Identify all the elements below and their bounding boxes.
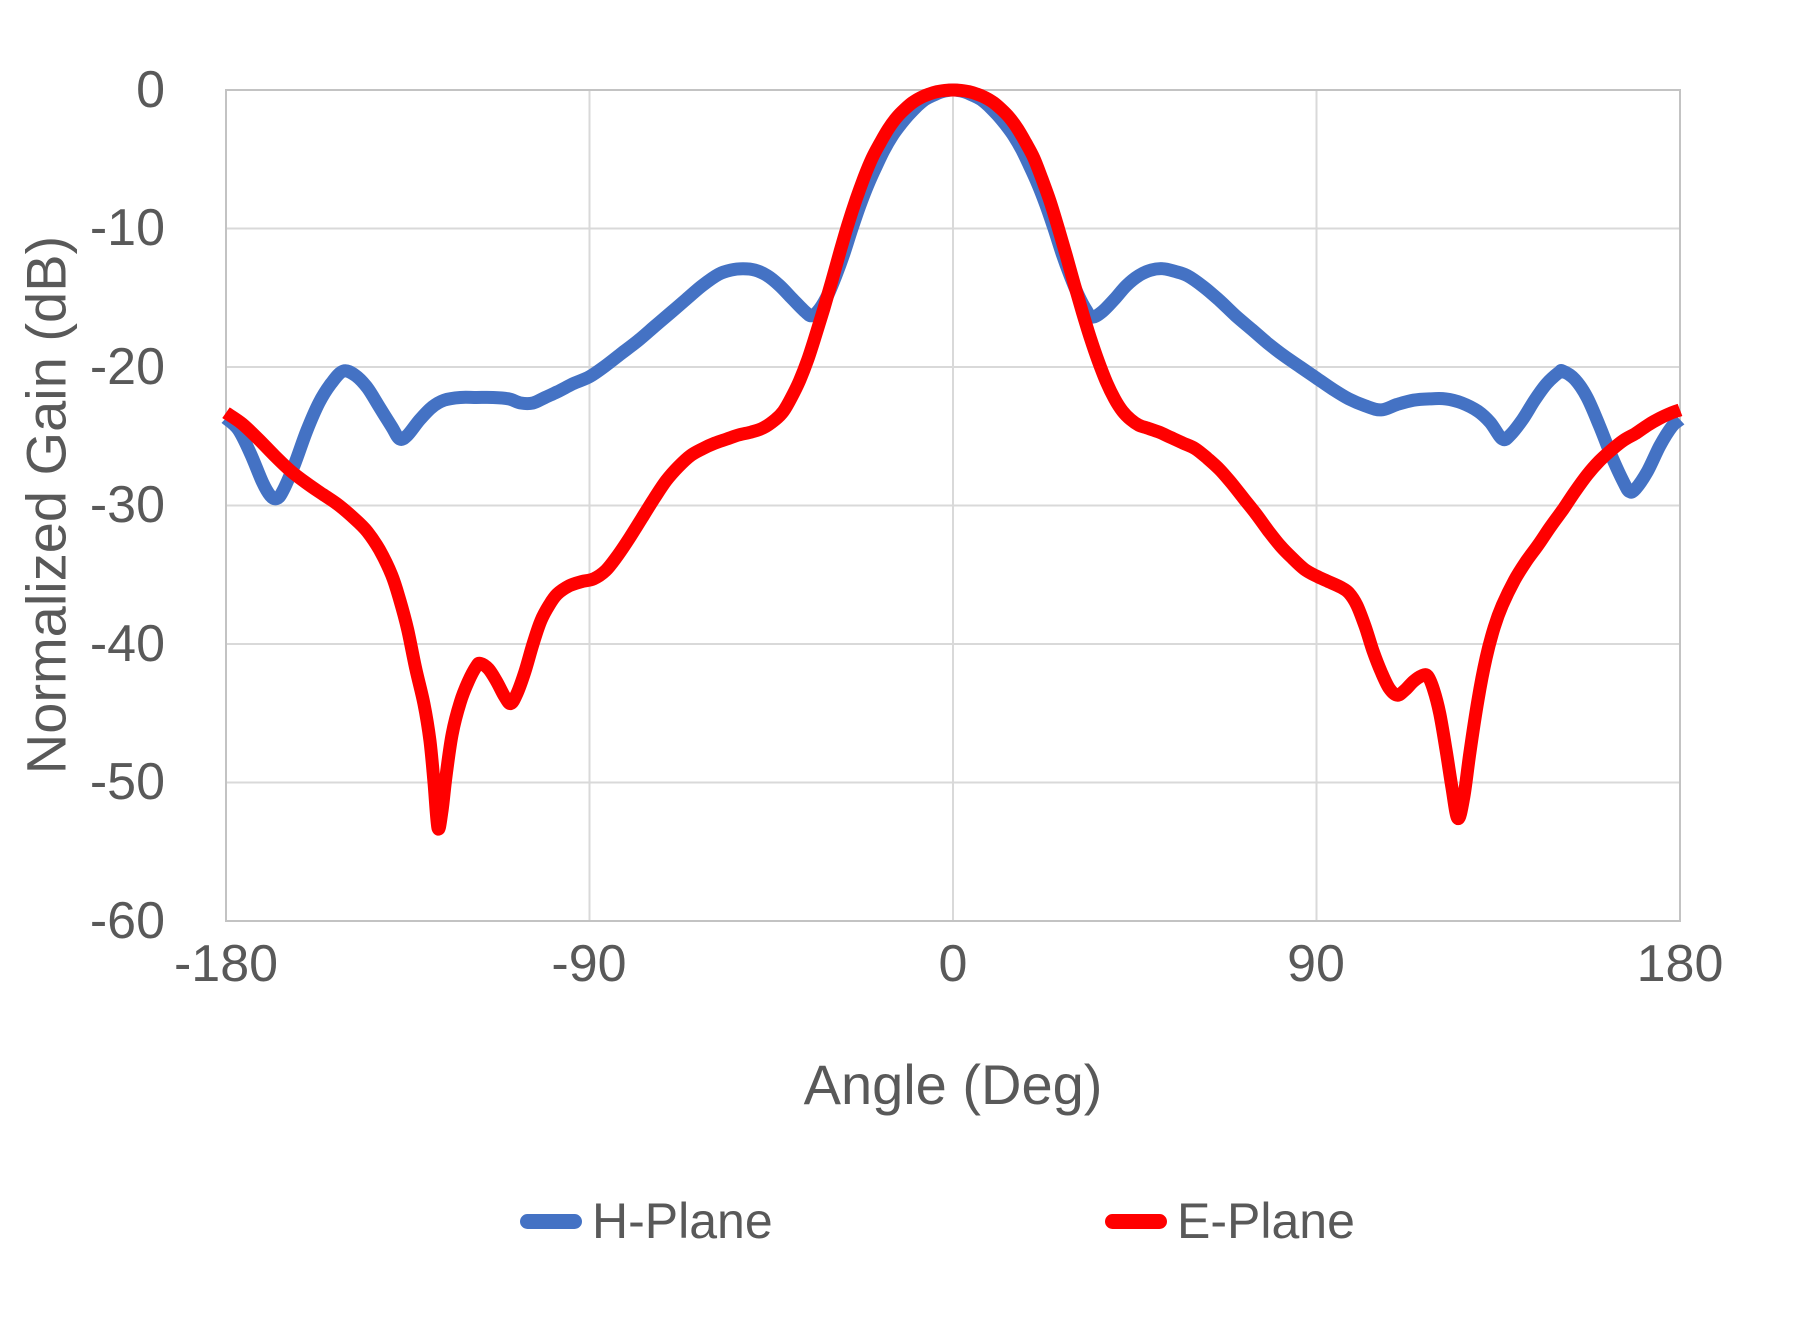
x-tick-label: 180 — [1636, 935, 1724, 993]
x-axis-title: Angle (Deg) — [803, 1053, 1103, 1116]
y-tick-label: -20 — [89, 338, 165, 396]
legend-label: H-Plane — [592, 1193, 773, 1249]
legend-label: E-Plane — [1177, 1193, 1355, 1249]
e-plane-line-swatch — [1105, 1213, 1167, 1229]
x-tick-label: -180 — [173, 935, 279, 993]
x-tick-label: -90 — [551, 935, 627, 993]
y-axis-title: Normalized Gain (dB) — [14, 235, 78, 775]
x-tick-label: 90 — [1287, 935, 1345, 993]
x-tick-label: 0 — [938, 935, 968, 993]
y-tick-label: -10 — [89, 199, 165, 257]
legend-item-h-plane: H-Plane — [520, 1192, 773, 1250]
legend-item-e-plane: E-Plane — [1105, 1192, 1355, 1250]
h-plane-line-swatch — [520, 1213, 582, 1229]
y-tick-label: 0 — [136, 61, 165, 119]
y-tick-label: -60 — [89, 892, 165, 950]
y-tick-label: -30 — [89, 476, 165, 534]
y-tick-label: -50 — [89, 753, 165, 811]
y-tick-label: -40 — [89, 615, 165, 673]
